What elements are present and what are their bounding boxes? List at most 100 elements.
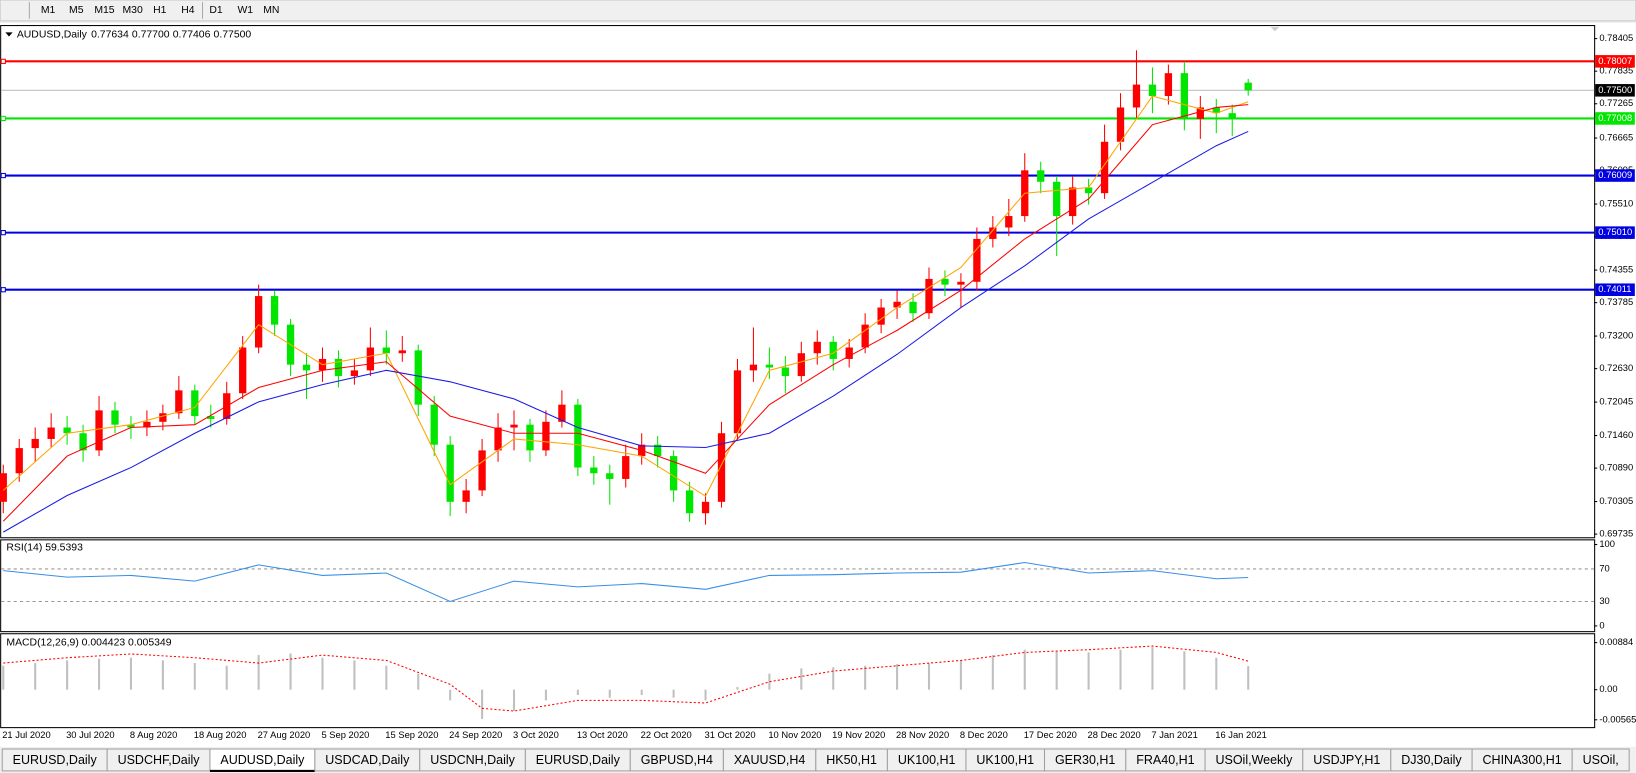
- tab-label[interactable]: USDCNH,Daily: [430, 753, 515, 767]
- tab-label[interactable]: USDJPY,H1: [1313, 753, 1380, 767]
- candle-body: [1244, 82, 1252, 91]
- candle-body: [175, 390, 183, 414]
- timeframe-button[interactable]: M1: [41, 5, 56, 16]
- candle-body: [797, 353, 805, 377]
- y-tick-label: 0: [1599, 620, 1604, 630]
- candle-body: [1212, 107, 1220, 114]
- timeframe-button[interactable]: W1: [237, 5, 253, 16]
- y-tick-label: 0.72630: [1599, 363, 1633, 373]
- timeframe-button[interactable]: M5: [69, 5, 84, 16]
- tab-label[interactable]: CHINA300,H1: [1483, 753, 1562, 767]
- macd-bar: [97, 658, 101, 690]
- macd-bar: [66, 660, 69, 690]
- candle-body: [941, 278, 949, 285]
- candle-body: [366, 347, 375, 371]
- tab-label[interactable]: UK100,H1: [976, 753, 1034, 767]
- macd-bar: [1183, 651, 1186, 690]
- tab-label[interactable]: GBPUSD,H4: [641, 753, 713, 767]
- candle-body: [909, 301, 917, 314]
- moving-average: [3, 130, 1249, 533]
- x-tick-label: 30 Jul 2020: [66, 730, 114, 740]
- macd-bar: [385, 665, 388, 690]
- tab-label[interactable]: XAUUSD,H4: [734, 753, 806, 767]
- tab-label[interactable]: USDCHF,Daily: [118, 753, 201, 767]
- y-tick-label: 30: [1599, 596, 1609, 606]
- macd-signal: [3, 645, 1249, 712]
- candle-body: [558, 404, 566, 422]
- tab-label[interactable]: EURUSD,Daily: [13, 753, 98, 767]
- chart-header: AUDUSD,Daily 0.77634 0.77700 0.77406 0.77500: [17, 29, 252, 40]
- candle-body: [95, 410, 103, 451]
- moving-average: [2, 104, 1249, 522]
- macd-bar: [129, 657, 133, 690]
- candle-body: [1037, 170, 1045, 182]
- y-tick-label: 0.70890: [1599, 463, 1633, 473]
- timeframe-button[interactable]: MN: [263, 5, 279, 16]
- x-tick-label: 13 Oct 2020: [577, 730, 628, 740]
- candle-body: [334, 358, 343, 377]
- macd-bar: [800, 668, 803, 690]
- tab-label[interactable]: GER30,H1: [1055, 753, 1115, 767]
- y-tick-label: 0.73785: [1599, 297, 1633, 307]
- candle-body: [574, 404, 582, 468]
- candle-body: [1005, 216, 1013, 228]
- price-panel: [0, 25, 1596, 539]
- candle-body: [478, 450, 486, 491]
- tab-label[interactable]: USOil,Weekly: [1215, 753, 1293, 767]
- x-tick-label: 18 Aug 2020: [194, 730, 247, 740]
- tab-label[interactable]: UK100,H1: [898, 753, 956, 767]
- x-tick-label: 31 Oct 2020: [705, 730, 756, 740]
- y-tick-label: 100: [1599, 539, 1615, 549]
- y-tick-label: 70: [1599, 563, 1609, 573]
- level-tag: [1595, 169, 1635, 182]
- candle-body: [590, 467, 598, 474]
- candle-body: [47, 427, 55, 439]
- candle-body: [925, 278, 933, 314]
- macd-bar: [640, 689, 643, 696]
- timeframe-button[interactable]: M15: [94, 5, 114, 16]
- candle-body: [31, 438, 39, 449]
- tab-label[interactable]: EURUSD,Daily: [536, 753, 621, 767]
- candle-body: [239, 347, 247, 394]
- tab-label[interactable]: DJ30,Daily: [1401, 753, 1462, 767]
- x-tick-label: 16 Jan 2021: [1215, 730, 1267, 740]
- current-price-tag: [1595, 84, 1635, 97]
- macd-bar: [1023, 649, 1026, 690]
- level-label: 0.75010: [1598, 227, 1632, 237]
- timeframe-button[interactable]: M30: [122, 5, 142, 16]
- macd-bar: [161, 660, 164, 690]
- macd-bar: [991, 655, 994, 690]
- level-tag: [1595, 112, 1635, 125]
- timeframe-button[interactable]: D1: [209, 5, 223, 16]
- level-anchor: [0, 58, 6, 64]
- tab-label[interactable]: HK50,H1: [826, 753, 877, 767]
- candle-body: [654, 444, 662, 457]
- macd-bar: [353, 660, 356, 690]
- tab-label[interactable]: AUDUSD,Daily: [220, 753, 305, 767]
- timeframe-button[interactable]: H1: [153, 5, 167, 16]
- macd-bar: [1055, 651, 1058, 690]
- candle-body: [191, 390, 199, 417]
- x-tick-label: 7 Jan 2021: [1151, 730, 1197, 740]
- candle-body: [63, 427, 71, 434]
- candle-body: [111, 410, 119, 425]
- tab-label[interactable]: FRA40,H1: [1136, 753, 1194, 767]
- candle-body: [973, 238, 981, 282]
- macd-bar: [959, 660, 962, 690]
- x-tick-label: 8 Aug 2020: [130, 730, 177, 740]
- candle-body: [207, 416, 215, 419]
- level-tag: [1595, 55, 1635, 68]
- x-tick-label: 8 Dec 2020: [960, 730, 1008, 740]
- rsi-panel: [0, 539, 1596, 633]
- candle-body: [510, 424, 518, 428]
- x-tick-label: 28 Dec 2020: [1088, 730, 1141, 740]
- candle-body: [1100, 141, 1109, 194]
- tab[interactable]: [1571, 748, 1630, 772]
- macd-bar: [927, 663, 931, 690]
- timeframe-button[interactable]: H4: [181, 5, 195, 16]
- macd-bar: [1151, 647, 1154, 690]
- tab-label[interactable]: USOil,: [1583, 753, 1619, 767]
- tab-label[interactable]: USDCAD,Daily: [325, 753, 410, 767]
- candle-body: [957, 281, 965, 285]
